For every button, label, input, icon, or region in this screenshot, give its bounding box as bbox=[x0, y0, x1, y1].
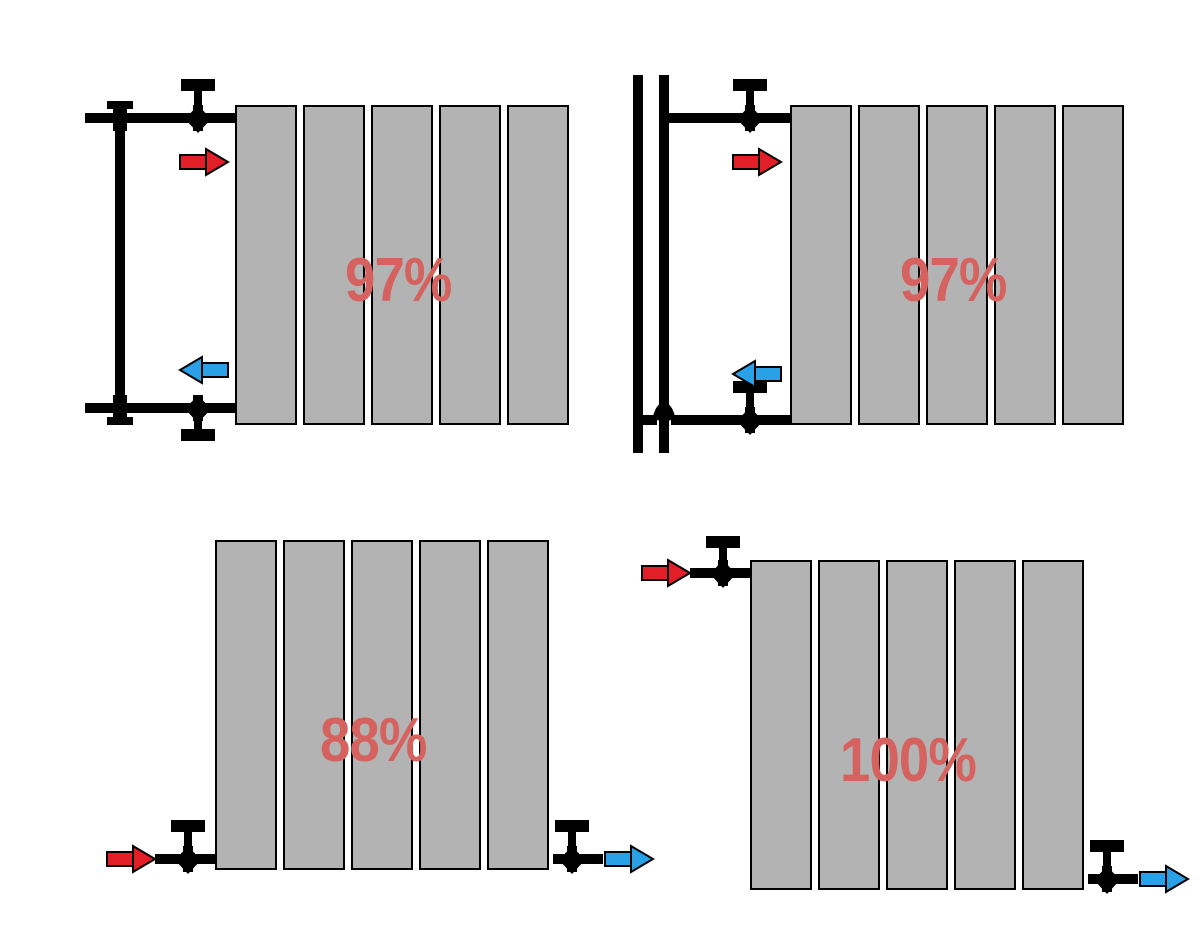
efficiency-label: 100% bbox=[840, 725, 976, 796]
hot-arrow-icon bbox=[733, 149, 781, 175]
valve-icon bbox=[1090, 840, 1124, 894]
hot-arrow-icon bbox=[180, 149, 228, 175]
panel-top-left: 97% bbox=[85, 75, 575, 435]
valve-icon bbox=[733, 79, 767, 133]
cold-arrow-icon bbox=[1140, 866, 1188, 892]
valve-icon bbox=[181, 395, 215, 441]
efficiency-label: 97% bbox=[345, 245, 452, 316]
diagram-stage: 97% bbox=[0, 0, 1200, 952]
panel-top-right: 97% bbox=[625, 75, 1135, 455]
valve-icon bbox=[181, 79, 215, 133]
valve-icon bbox=[555, 820, 589, 874]
valve-icon bbox=[733, 381, 767, 435]
piping-overlay bbox=[85, 75, 575, 465]
hot-arrow-icon bbox=[107, 846, 155, 872]
efficiency-label: 88% bbox=[320, 705, 427, 776]
valve-icon bbox=[706, 536, 740, 588]
hot-arrow-icon bbox=[642, 560, 690, 586]
panel-bottom-right: 100% bbox=[640, 540, 1180, 920]
piping-overlay bbox=[625, 75, 1135, 475]
efficiency-label: 97% bbox=[900, 245, 1007, 316]
valve-icon bbox=[171, 820, 205, 874]
cold-arrow-icon bbox=[180, 357, 228, 383]
panel-bottom-left: 88% bbox=[115, 540, 625, 920]
